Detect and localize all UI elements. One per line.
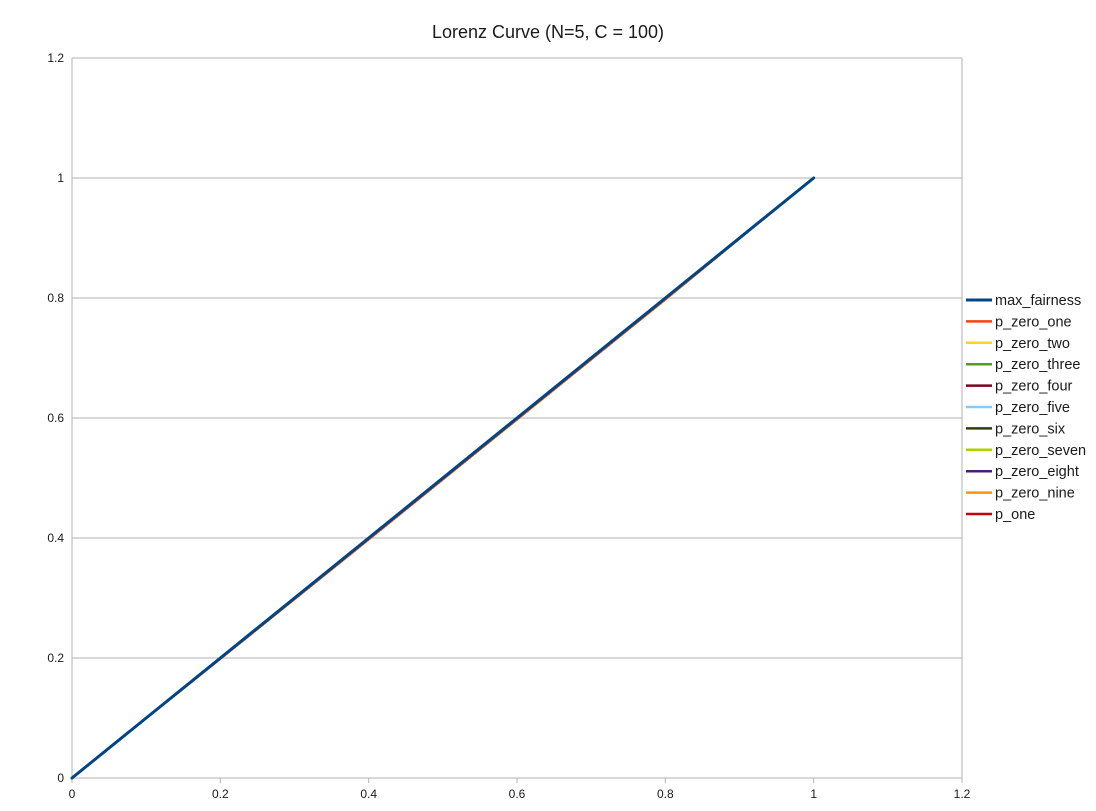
y-tick-label: 0.6 [47,411,64,425]
x-tick-label: 0.8 [657,787,674,801]
legend-label: p_zero_seven [995,443,1086,459]
legend-label: p_zero_one [995,314,1072,330]
x-tick-label: 0 [69,787,76,801]
legend-item: max_fairness [966,293,1081,309]
legend-item: p_zero_six [966,421,1066,437]
legend-label: p_zero_nine [995,486,1075,502]
legend-item: p_zero_seven [966,443,1086,459]
series-layer [70,176,816,780]
legend-item: p_zero_eight [966,464,1079,480]
x-tick-label: 0.4 [360,787,377,801]
x-tick-label: 0.6 [509,787,526,801]
legend-item: p_one [966,507,1035,523]
legend-label: p_zero_four [995,379,1073,395]
y-tick-label: 0 [57,771,64,785]
legend-item: p_zero_two [966,336,1070,352]
x-tick-label: 1.2 [954,787,971,801]
y-tick-label: 0.8 [47,291,64,305]
legend-label: p_zero_six [995,421,1066,437]
legend-item: p_zero_five [966,400,1070,416]
y-tick-label: 0.4 [47,531,64,545]
legend-label: p_zero_eight [995,464,1079,480]
legend-item: p_zero_nine [966,486,1075,502]
x-tick-label: 0.2 [212,787,229,801]
legend-label: p_zero_three [995,357,1080,373]
legend: max_fairness p_zero_one p_zero_two p_zero_t… [966,293,1086,523]
legend-item: p_zero_one [966,314,1072,330]
x-tick-label: 1 [810,787,817,801]
series-line-max-fairness [70,176,816,780]
legend-label: max_fairness [995,293,1081,309]
chart-title: Lorenz Curve (N=5, C = 100) [432,22,664,42]
axis-layer: 0 0.2 0.4 0.6 0.8 1 1.2 0 0.2 0.4 0.6 0.8 1 1.2 [47,51,970,801]
legend-item: p_zero_four [966,379,1073,395]
y-tick-label: 1 [57,171,64,185]
legend-item: p_zero_three [966,357,1080,373]
legend-label: p_zero_five [995,400,1070,416]
y-tick-label: 0.2 [47,651,64,665]
legend-label: p_one [995,507,1035,523]
y-tick-label: 1.2 [47,51,64,65]
legend-label: p_zero_two [995,336,1070,352]
